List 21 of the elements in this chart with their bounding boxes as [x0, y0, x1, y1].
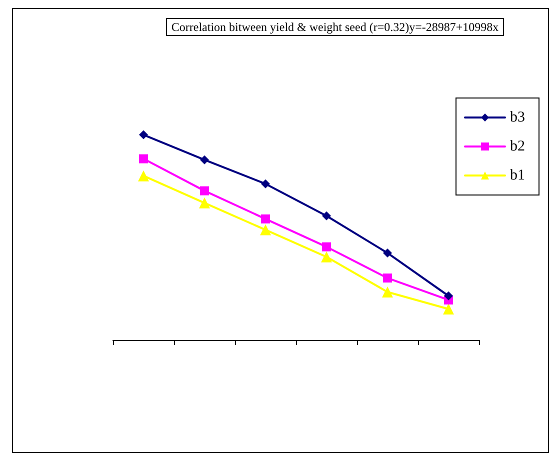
point — [199, 197, 210, 208]
point — [382, 286, 393, 298]
point — [322, 211, 331, 220]
point — [139, 154, 148, 164]
chart-title: Correlation bitween yield & weight seed (r=0.32)y=-28987+10998x — [171, 20, 499, 34]
point — [261, 179, 270, 188]
point — [383, 274, 392, 283]
point — [444, 291, 453, 300]
point — [138, 170, 149, 182]
point — [200, 186, 209, 196]
point — [322, 242, 331, 252]
legend-label: b2 — [510, 138, 525, 154]
point — [383, 248, 392, 258]
legend-label: b3 — [510, 110, 525, 126]
point — [321, 251, 332, 262]
point — [261, 214, 270, 224]
point — [200, 155, 209, 164]
point — [443, 304, 454, 315]
point — [260, 224, 271, 236]
point — [139, 130, 148, 140]
legend-label: b1 — [510, 168, 525, 184]
